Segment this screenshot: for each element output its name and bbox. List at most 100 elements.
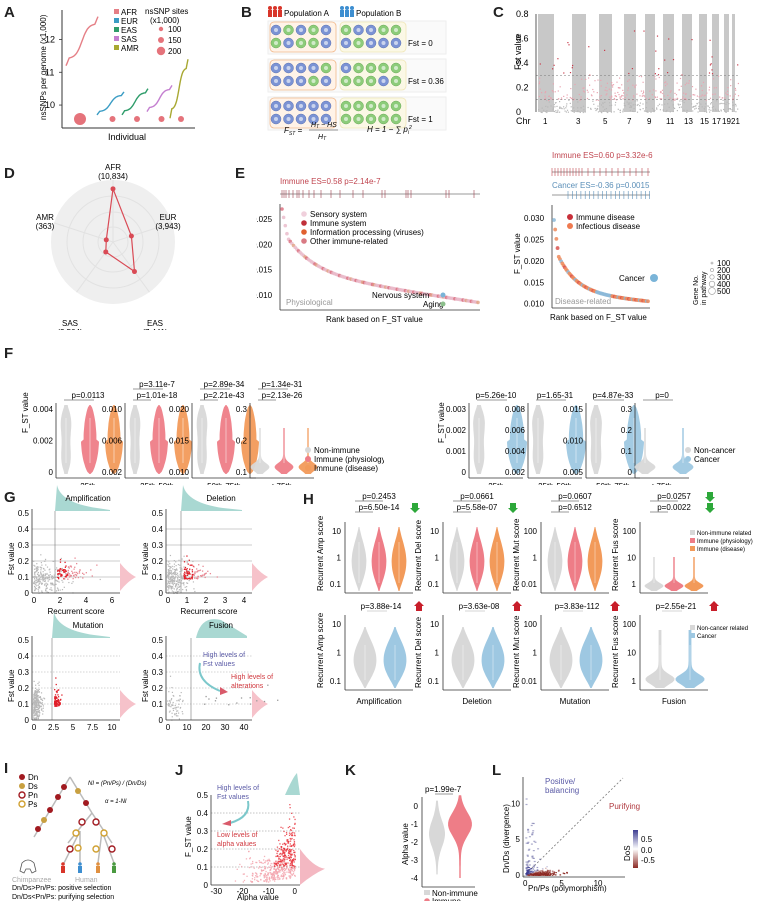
y-tick-label: 0.2 xyxy=(152,684,164,693)
data-point xyxy=(60,557,62,560)
snp-point xyxy=(555,111,557,113)
snp-point xyxy=(657,74,660,76)
data-point xyxy=(33,701,35,703)
legend-non-immune: Non-immune xyxy=(432,889,478,898)
allele-center xyxy=(344,41,348,45)
snp-point xyxy=(568,99,570,101)
snp-point xyxy=(720,110,722,112)
data-point xyxy=(35,718,37,721)
data-point xyxy=(281,859,283,862)
data-point xyxy=(172,582,174,584)
data-point xyxy=(263,859,265,861)
p-value: p=0.0257 xyxy=(657,492,691,501)
data-point-highlight xyxy=(79,569,81,571)
data-point xyxy=(34,579,36,581)
data-point xyxy=(38,704,40,706)
data-point xyxy=(33,710,35,712)
data-point xyxy=(99,578,101,581)
data-point xyxy=(169,675,172,677)
y-tick-label: 0 xyxy=(462,468,467,477)
y-tick-label: 0.4 xyxy=(152,652,164,661)
data-point xyxy=(35,690,37,692)
data-point xyxy=(531,871,533,874)
data-point xyxy=(176,572,179,574)
snp-point xyxy=(672,105,674,107)
snp-point xyxy=(729,95,731,97)
data-point xyxy=(551,872,554,874)
data-point xyxy=(51,589,53,591)
data-point-highlight xyxy=(191,569,194,571)
y-axis-label: Fst value xyxy=(141,669,150,702)
snp-point xyxy=(634,86,636,89)
data-point xyxy=(276,852,278,855)
data-point xyxy=(527,860,530,862)
snp-point xyxy=(734,87,736,90)
size-legend-label: 300 xyxy=(717,273,731,282)
data-point-highlight xyxy=(236,702,238,704)
data-point-highlight xyxy=(55,677,57,679)
data-point xyxy=(532,830,535,832)
data-point xyxy=(180,574,182,576)
legend-marker xyxy=(301,220,307,226)
data-point xyxy=(176,580,178,582)
data-point xyxy=(258,867,260,869)
snp-point xyxy=(619,97,621,99)
data-point-highlight xyxy=(64,566,67,568)
data-point xyxy=(289,862,292,865)
data-point-highlight xyxy=(209,572,212,575)
data-point xyxy=(44,558,47,561)
data-point xyxy=(33,564,35,566)
diagonal-line xyxy=(522,777,624,878)
snp-point xyxy=(722,99,724,101)
snp-point xyxy=(610,99,612,101)
data-point xyxy=(37,695,40,697)
annotation-high-alt-2: alterations xyxy=(231,683,264,690)
data-point xyxy=(276,873,278,875)
data-point xyxy=(182,577,184,579)
data-point xyxy=(173,577,175,579)
x-tick-label: 17 xyxy=(712,117,721,126)
data-point xyxy=(264,875,266,877)
data-point-highlight xyxy=(65,565,67,567)
snp-point xyxy=(559,111,561,113)
y-tick-label: 10 xyxy=(511,799,520,808)
snp-point xyxy=(677,103,679,105)
data-point xyxy=(68,581,70,584)
data-point xyxy=(541,872,544,874)
data-point xyxy=(52,560,54,562)
y-tick-label: 10 xyxy=(45,100,55,110)
radar-spoke xyxy=(112,241,150,293)
label-human: Human xyxy=(75,877,98,884)
data-point xyxy=(269,860,271,862)
y-tick-label: 0.015 xyxy=(563,405,584,414)
data-point xyxy=(287,847,289,849)
data-point xyxy=(182,588,184,591)
data-point-highlight xyxy=(60,574,62,576)
data-point xyxy=(271,877,273,879)
data-point xyxy=(292,867,294,869)
data-point xyxy=(530,873,532,875)
data-point xyxy=(276,850,279,853)
data-point-highlight xyxy=(186,572,189,574)
data-point xyxy=(172,572,174,575)
legend-label: Cancer xyxy=(697,634,716,640)
data-point xyxy=(184,586,186,588)
snp-point xyxy=(548,99,550,101)
data-point xyxy=(185,590,188,592)
allele-center xyxy=(344,66,348,70)
data-point xyxy=(282,851,284,853)
data-point xyxy=(40,705,42,707)
data-point xyxy=(48,575,50,577)
data-point xyxy=(55,590,58,592)
data-point xyxy=(171,712,173,714)
data-point xyxy=(278,848,281,850)
y-tick-label: 0.5 xyxy=(152,636,164,645)
data-point-highlight xyxy=(58,704,61,706)
snp-point xyxy=(578,111,580,113)
y-tick-label: 0.010 xyxy=(524,300,545,309)
data-point xyxy=(36,694,38,696)
y-tick-label: 0.002 xyxy=(446,426,467,435)
snp-point xyxy=(623,104,625,106)
